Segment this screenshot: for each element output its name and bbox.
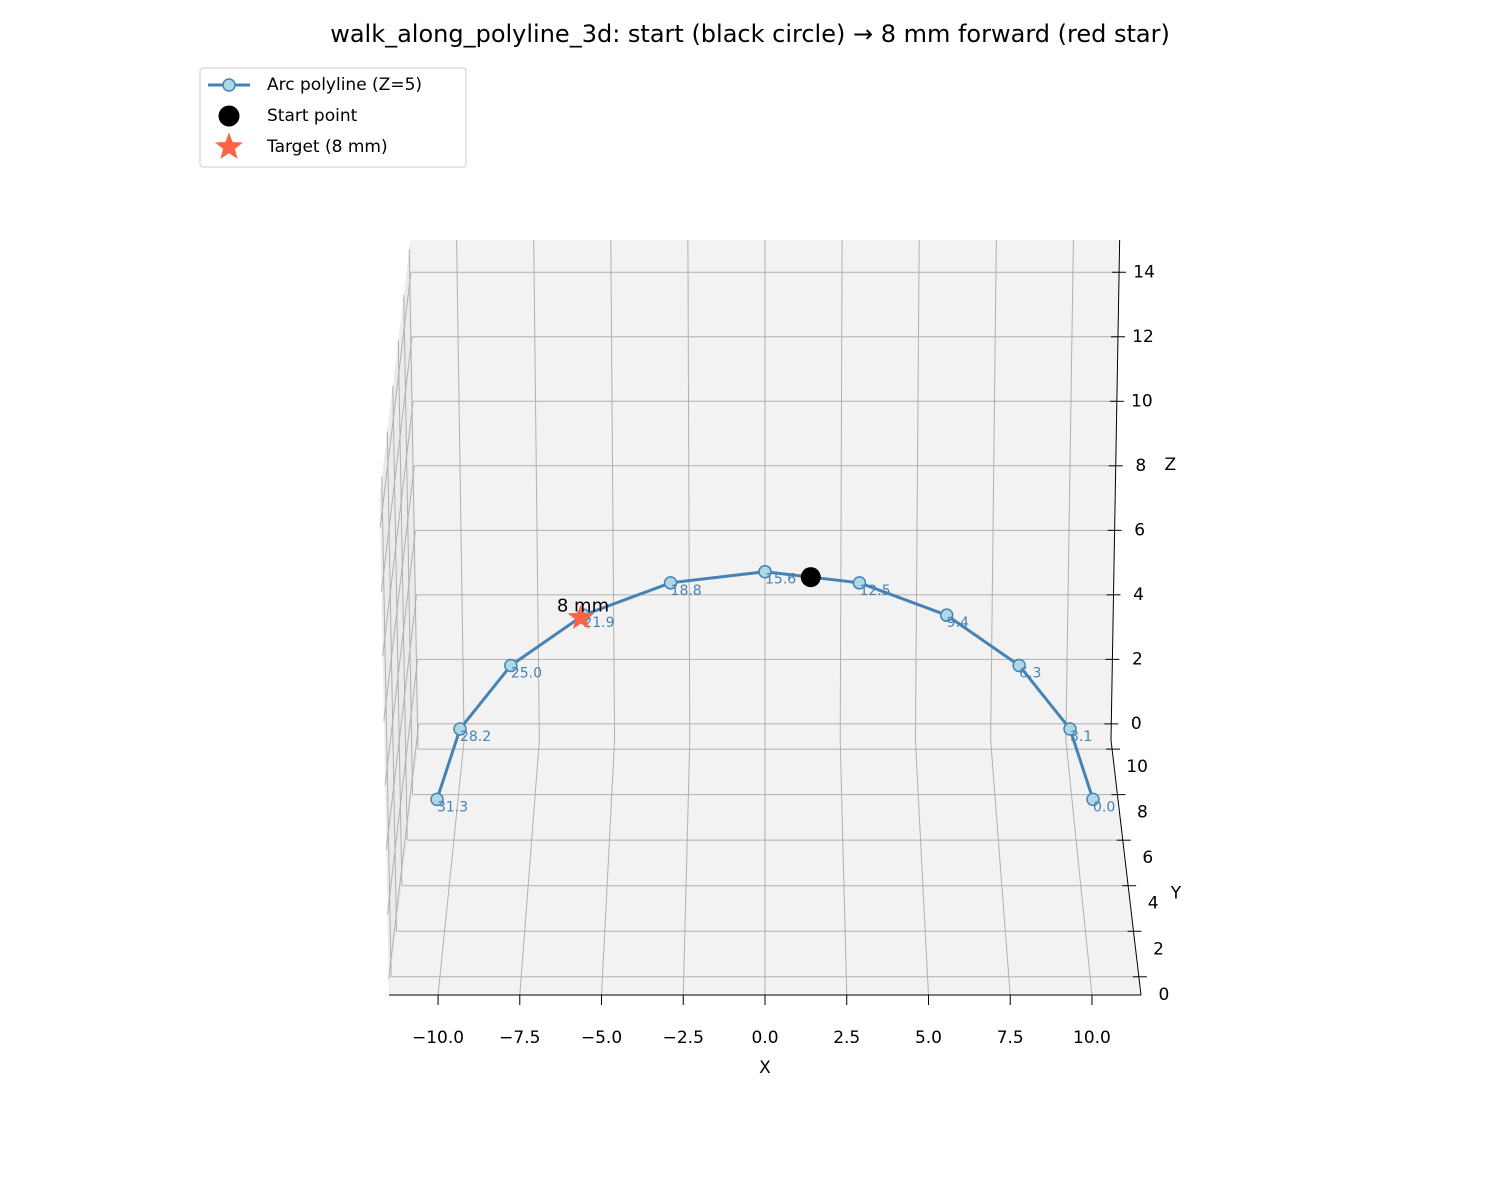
point-label: 28.2 <box>460 729 491 745</box>
target-marker <box>567 603 595 629</box>
legend-label: Target (8 mm) <box>266 137 388 157</box>
z-tick-label: 2 <box>1132 649 1143 669</box>
grid-line <box>682 739 691 996</box>
grid-line <box>990 239 997 741</box>
x-tick-label: −10.0 <box>412 1028 464 1048</box>
y-tick-label: 2 <box>1153 939 1164 959</box>
x-tick-label: 7.5 <box>997 1028 1024 1048</box>
grid-line <box>990 739 1011 996</box>
grid-line <box>437 739 465 996</box>
point-label: 25.0 <box>511 665 542 681</box>
grid-line <box>914 739 929 996</box>
grid-line <box>456 239 465 741</box>
grid-line <box>687 239 691 741</box>
legend-marker <box>218 105 240 127</box>
point-label: 15.6 <box>765 572 796 588</box>
axis-line <box>1110 239 1121 741</box>
x-axis-label: X <box>759 1058 771 1078</box>
z-tick-label: 10 <box>1131 391 1153 411</box>
z-tick-label: 4 <box>1133 585 1144 605</box>
legend-label: Start point <box>267 106 358 126</box>
vertex-marker <box>430 792 444 807</box>
legend: Arc polyline (Z=5) Start point Target (8 m… <box>199 67 467 168</box>
legend-marker <box>215 132 243 159</box>
chart-title: walk_along_polyline_3d: start (black cir… <box>330 20 1170 48</box>
z-tick-label: 0 <box>1131 714 1142 734</box>
grid-line <box>839 739 848 996</box>
point-label: 12.5 <box>859 583 890 599</box>
z-tick-label: 14 <box>1133 262 1155 282</box>
vertex-marker <box>663 576 678 590</box>
y-tick-label: 10 <box>1126 757 1148 777</box>
z-axis-label: Z <box>1164 455 1176 475</box>
axis-line <box>1110 739 1142 996</box>
vertex-marker <box>504 658 518 673</box>
grid-line <box>379 272 412 528</box>
legend-box <box>199 67 467 168</box>
point-label: 21.9 <box>583 615 614 631</box>
grid-line <box>1065 239 1074 741</box>
y-tick-label: 0 <box>1158 985 1169 1005</box>
point-label: 31.3 <box>437 799 468 815</box>
z-tick-label: 6 <box>1134 520 1145 540</box>
y-tick-label: 6 <box>1142 848 1153 868</box>
point-label: 3.1 <box>1070 729 1092 745</box>
point-label: 18.8 <box>671 583 702 599</box>
z-tick-label: 8 <box>1135 456 1146 476</box>
point-label: 0.0 <box>1093 799 1115 815</box>
y-axis-label: Y <box>1170 884 1182 904</box>
grid-line <box>382 401 414 657</box>
y-tick-label: 8 <box>1137 803 1148 823</box>
grid-line <box>386 659 419 915</box>
vertex-marker <box>758 564 772 579</box>
grid-line <box>601 739 616 996</box>
x-tick-label: 0.0 <box>751 1028 778 1048</box>
grid-line <box>533 239 540 741</box>
grid-line <box>388 723 420 979</box>
x-tick-label: −5.0 <box>581 1028 622 1048</box>
x-tick-label: −2.5 <box>663 1028 704 1048</box>
grid-line <box>610 239 616 741</box>
vertex-marker <box>852 576 867 590</box>
grid-line <box>384 530 416 786</box>
grid-line <box>385 594 417 850</box>
grid-line <box>383 465 415 721</box>
point-label: 6.3 <box>1019 665 1041 681</box>
grid-line <box>380 336 413 592</box>
x-tick-label: 10.0 <box>1073 1028 1111 1048</box>
legend-marker <box>222 78 236 92</box>
vertex-marker <box>939 608 954 622</box>
point-label: 9.4 <box>947 615 969 631</box>
z-tick-label: 12 <box>1132 327 1154 347</box>
x-tick-label: −7.5 <box>499 1028 540 1048</box>
y-tick-label: 4 <box>1148 894 1159 914</box>
x-tick-label: 5.0 <box>915 1028 942 1048</box>
vertex-marker <box>453 722 467 736</box>
vertex-marker <box>1086 792 1100 807</box>
grid-line <box>1065 739 1093 996</box>
vertex-marker <box>1063 722 1077 736</box>
grid-line <box>914 239 920 741</box>
annotation: 8 mm <box>557 596 609 617</box>
start-marker <box>800 567 821 588</box>
legend-label: Arc polyline (Z=5) <box>267 75 422 95</box>
x-tick-label: 2.5 <box>833 1028 860 1048</box>
grid-line <box>839 239 843 741</box>
grid-line <box>519 739 540 996</box>
vertex-marker <box>1012 658 1026 673</box>
